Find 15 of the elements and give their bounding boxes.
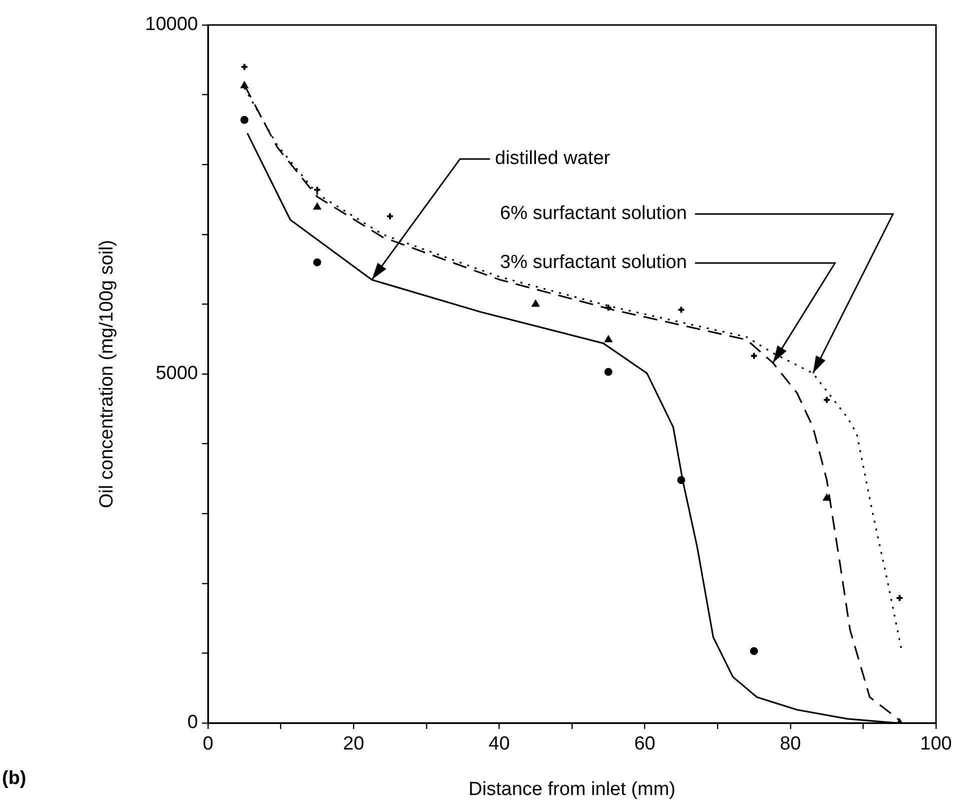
y-tick-label: 5000 (156, 363, 198, 384)
x-tick-label: 80 (780, 734, 801, 755)
y-tick-label: 10000 (145, 14, 198, 36)
annotation: 6% surfactant solution (500, 203, 687, 224)
x-tick-label: 40 (488, 734, 510, 755)
annotation: 3% surfactant solution (500, 252, 687, 274)
x-tick-label: 100 (920, 734, 952, 755)
x-tick-label: 0 (202, 734, 214, 755)
y-axis-title: Oil concentration (mg/100g soil) (96, 240, 118, 508)
x-axis-title: Distance from inlet (mm) (468, 778, 676, 800)
x-tick-label: 60 (634, 734, 656, 755)
x-tick-label: 20 (343, 734, 364, 755)
text: (b) (2, 768, 26, 790)
annotation: distilled water (495, 148, 611, 170)
y-tick-label: 0 (187, 712, 198, 734)
